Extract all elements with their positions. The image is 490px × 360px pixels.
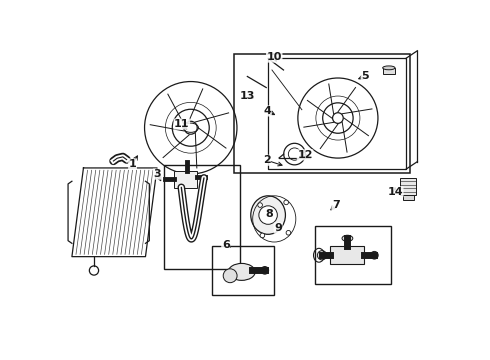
Ellipse shape [228, 264, 255, 280]
Ellipse shape [223, 269, 237, 283]
Circle shape [286, 230, 291, 235]
Ellipse shape [251, 196, 286, 234]
Bar [400, 179, 416, 195]
Text: 3: 3 [153, 169, 161, 179]
Bar [330, 246, 365, 265]
Bar [234, 54, 410, 174]
Circle shape [184, 121, 197, 134]
Bar [212, 246, 274, 296]
Text: 1: 1 [129, 159, 136, 169]
Text: 14: 14 [387, 187, 403, 197]
Ellipse shape [342, 235, 353, 242]
Circle shape [318, 251, 327, 260]
Circle shape [370, 251, 378, 259]
Text: 8: 8 [265, 209, 273, 219]
Text: 9: 9 [274, 223, 282, 233]
Circle shape [258, 203, 263, 207]
Text: 4: 4 [263, 106, 271, 116]
Text: 10: 10 [267, 52, 282, 62]
Bar [164, 165, 240, 269]
Bar [174, 171, 197, 188]
Text: 2: 2 [263, 155, 270, 165]
Circle shape [333, 113, 343, 123]
Bar [403, 195, 414, 200]
Circle shape [260, 233, 265, 238]
Circle shape [284, 200, 289, 205]
Text: 6: 6 [222, 240, 230, 250]
Text: 11: 11 [174, 119, 190, 129]
Text: 7: 7 [332, 200, 340, 210]
Bar [383, 68, 395, 74]
Circle shape [261, 266, 269, 274]
Text: 5: 5 [361, 71, 369, 81]
Ellipse shape [383, 66, 395, 70]
Bar [315, 226, 391, 284]
Circle shape [259, 206, 277, 224]
Text: 12: 12 [297, 150, 313, 160]
Text: 13: 13 [240, 91, 255, 100]
